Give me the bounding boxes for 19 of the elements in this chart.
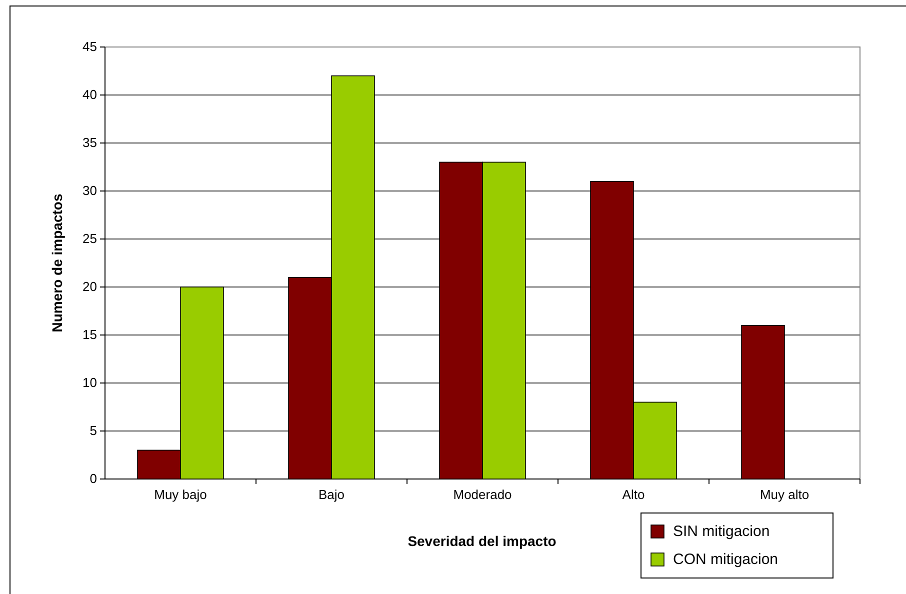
y-tick-label: 15: [82, 327, 97, 342]
y-tick-label: 40: [82, 87, 97, 102]
y-tick-label: 45: [82, 39, 97, 54]
x-tick-label: Muy alto: [760, 486, 810, 502]
y-tick-label: 5: [90, 423, 97, 438]
y-tick-label: 10: [82, 375, 97, 390]
x-tick-label: Moderado: [453, 486, 512, 502]
y-tick-label: 20: [82, 279, 97, 294]
x-tick-label: Alto: [622, 486, 645, 502]
y-tick-label: 0: [90, 471, 97, 486]
x-axis-title: Severidad del impacto: [408, 533, 556, 549]
legend-label: SIN mitigacion: [673, 523, 770, 540]
y-tick-label: 25: [82, 231, 97, 246]
y-tick-label: 30: [82, 183, 97, 198]
y-axis-title: Numero de impactos: [49, 194, 65, 332]
legend-label: CON mitigacion: [673, 551, 778, 568]
y-tick-label: 35: [82, 135, 97, 150]
x-tick-label: Bajo: [318, 486, 345, 502]
x-tick-label: Muy bajo: [154, 486, 207, 502]
